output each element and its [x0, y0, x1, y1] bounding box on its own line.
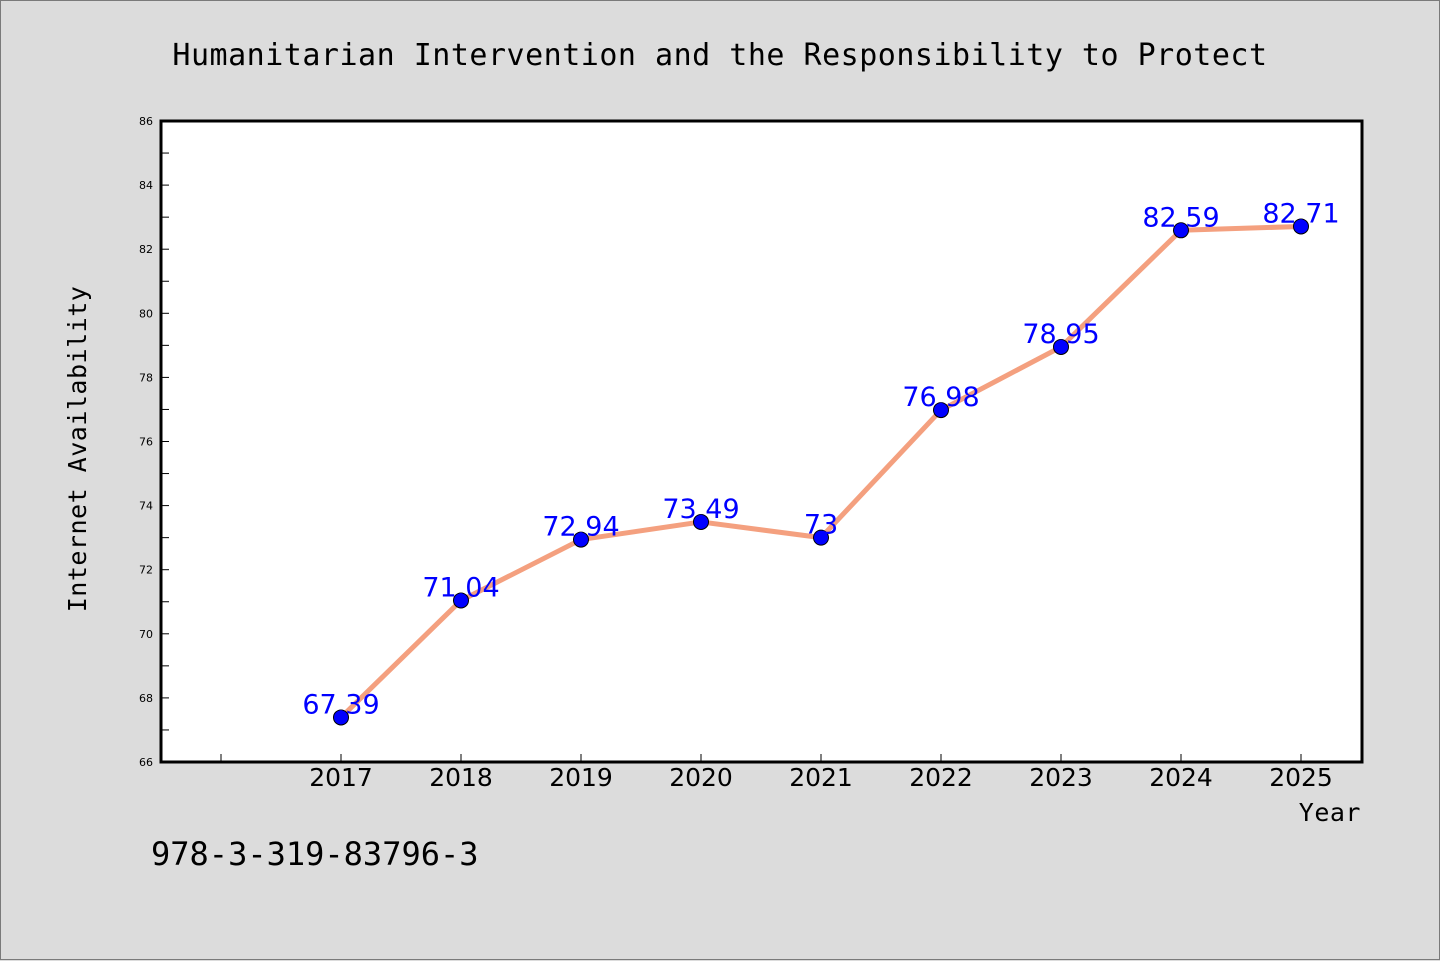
y-tick-label: 78 [139, 371, 153, 384]
x-tick-label: 2019 [549, 763, 613, 792]
x-axis: 2017 2018 2019 2020 2021 2022 2023 2024 2025 [220, 754, 1333, 792]
data-label: 76.98 [902, 382, 979, 413]
data-point [573, 531, 589, 548]
data-label: 82.71 [1262, 198, 1339, 229]
y-tick-label: 72 [139, 564, 153, 577]
data-point [333, 709, 349, 726]
y-tick-label: 70 [139, 628, 153, 641]
y-tick-label: 82 [139, 243, 153, 256]
data-label: 73.49 [662, 494, 739, 525]
x-tick-label: 2023 [1029, 763, 1093, 792]
data-label: 82.59 [1142, 202, 1219, 233]
data-label: 78.95 [1022, 319, 1099, 350]
y-axis: 66 68 70 72 74 76 78 80 82 84 86 [139, 115, 169, 769]
data-label: 67.39 [302, 689, 379, 720]
data-label: 71.04 [422, 572, 499, 603]
y-tick-label: 68 [139, 692, 153, 705]
data-point [453, 592, 469, 609]
x-tick-label: 2017 [309, 763, 373, 792]
data-point [1173, 222, 1189, 239]
x-tick-label: 2018 [429, 763, 493, 792]
data-point [1053, 338, 1069, 355]
isbn-footer-text: 978-3-319-83796-3 [151, 835, 479, 873]
data-point [1293, 218, 1309, 235]
data-point [693, 513, 709, 530]
x-tick-label: 2021 [789, 763, 853, 792]
y-tick-label: 66 [139, 756, 153, 769]
plot-area [159, 119, 1364, 764]
x-tick-label: 2020 [669, 763, 733, 792]
data-label: 73 [804, 510, 838, 541]
y-tick-label: 76 [139, 436, 153, 449]
chart-title: Humanitarian Intervention and the Respon… [172, 38, 1267, 73]
series-layer: 67.39 71.04 72.94 73.49 73 76.98 78.95 82.59 82.… [302, 198, 1340, 726]
x-axis-label: Year [1299, 798, 1361, 827]
y-tick-label: 80 [139, 307, 153, 320]
x-tick-label: 2024 [1149, 763, 1213, 792]
y-tick-label: 86 [139, 115, 153, 128]
data-point [933, 402, 949, 419]
y-tick-label: 84 [139, 179, 153, 192]
y-axis-label: Internet Availability [63, 286, 92, 613]
x-tick-label: 2025 [1269, 763, 1333, 792]
x-tick-label: 2022 [909, 763, 973, 792]
y-tick-label: 74 [139, 500, 153, 513]
data-label: 72.94 [542, 512, 619, 543]
data-point [813, 529, 829, 546]
